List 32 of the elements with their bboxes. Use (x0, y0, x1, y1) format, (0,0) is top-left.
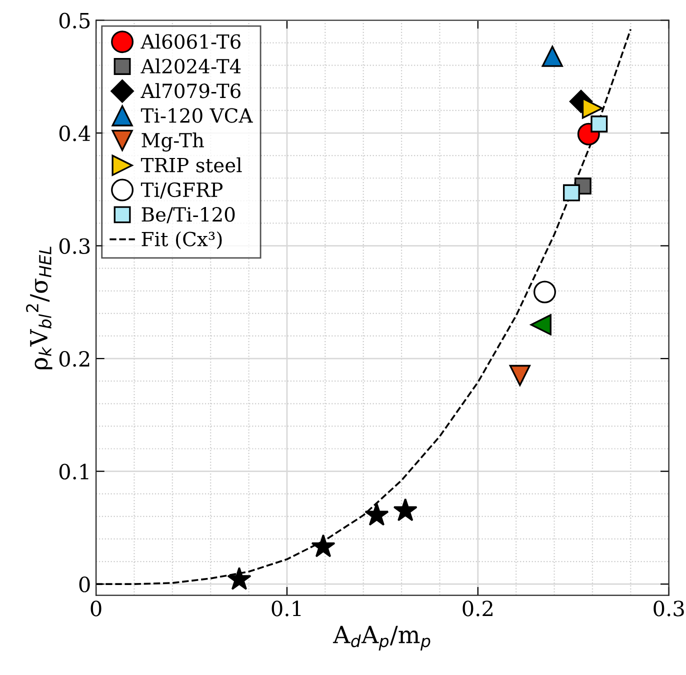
legend-label: Al6061-T6 (140, 34, 240, 49)
x-axis-title: A$_{d}$A$_{p}$/m$_{p}$ (332, 626, 430, 650)
point (311, 534, 336, 558)
point (364, 502, 389, 526)
y-tick-label: 0.1 (59, 464, 88, 480)
point (590, 116, 608, 132)
point (393, 498, 418, 522)
y-tick-label: 0.3 (59, 238, 90, 254)
point (509, 364, 530, 386)
point (533, 280, 556, 304)
point (227, 566, 252, 590)
legend-label: TRIP steel (140, 157, 242, 172)
point (582, 98, 604, 119)
y-axis-title: ρ$_{k}$V$_{bl}$$^{2}$/σ$_{HEL}$ (26, 246, 52, 370)
legend-label: Fit (Cx³) (142, 231, 222, 250)
point (542, 46, 563, 67)
legend-label: Ti/GFRP (140, 182, 223, 199)
legend-label: Al2024-T4 (140, 58, 241, 74)
y-tick-label: 0.5 (59, 12, 90, 28)
x-tick-label: 0.2 (462, 600, 492, 616)
point (563, 184, 580, 202)
x-tick-label: 0.1 (272, 600, 301, 616)
x-tick-label: 0 (90, 600, 102, 616)
y-tick-label: 0.2 (59, 350, 90, 367)
y-tick-label: 0.4 (59, 125, 90, 142)
legend-label: Be/Ti-120 (142, 207, 235, 224)
legend-label: Ti-120 VCA (140, 108, 253, 123)
legend-label: Al7079-T6 (140, 83, 240, 98)
x-tick-label: 0.3 (654, 600, 684, 616)
point (530, 314, 552, 336)
legend-label: Mg-Th (142, 132, 204, 152)
y-tick-label: 0 (79, 576, 90, 592)
